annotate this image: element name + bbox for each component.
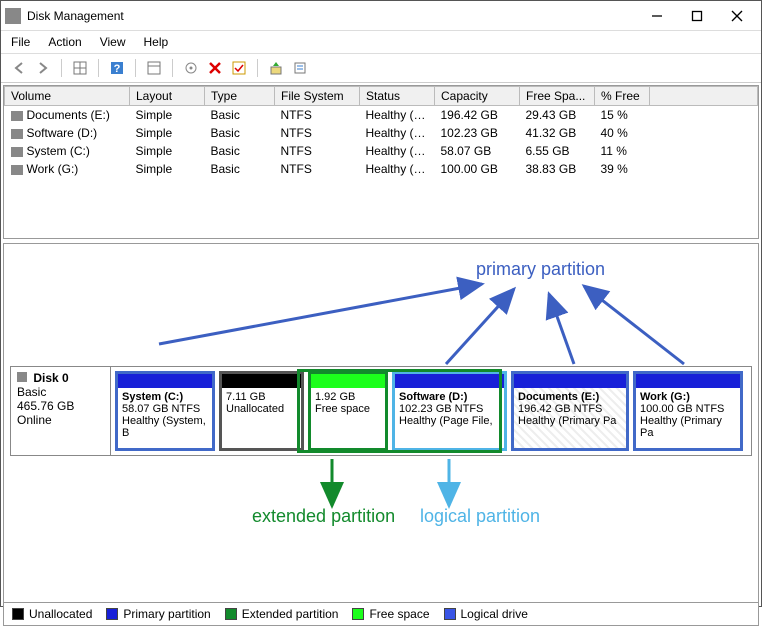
help-icon[interactable]: ? (107, 58, 127, 78)
partition[interactable]: 1.92 GBFree space (308, 371, 388, 451)
check-icon[interactable] (229, 58, 249, 78)
column-header[interactable]: Layout (130, 87, 205, 106)
column-header[interactable]: Status (360, 87, 435, 106)
app-icon (5, 8, 21, 24)
legend-swatch (444, 608, 456, 620)
maximize-button[interactable] (677, 2, 717, 30)
column-header[interactable]: File System (275, 87, 360, 106)
disk-type: Basic (17, 385, 46, 399)
menubar: File Action View Help (1, 31, 761, 54)
window-title: Disk Management (27, 9, 637, 23)
primary-partition-label: primary partition (476, 259, 605, 280)
svg-text:?: ? (114, 63, 121, 75)
disk-status: Online (17, 413, 52, 427)
menu-help[interactable]: Help (144, 35, 169, 49)
legend-label: Extended partition (242, 607, 339, 621)
back-button[interactable] (9, 58, 29, 78)
disk-graphic-area: primary partition extended partition log… (3, 243, 759, 626)
disk-size: 465.76 GB (17, 399, 74, 413)
content: VolumeLayoutTypeFile SystemStatusCapacit… (1, 83, 761, 628)
table-row[interactable]: System (C:)SimpleBasicNTFSHealthy (S...5… (5, 142, 758, 160)
close-button[interactable] (717, 2, 757, 30)
disk-row: Disk 0 Basic 465.76 GB Online System (C:… (10, 366, 752, 456)
toolbar: ? (1, 54, 761, 83)
delete-icon[interactable] (205, 58, 225, 78)
partition-stripe (118, 374, 212, 388)
partition[interactable]: Documents (E:)196.42 GB NTFSHealthy (Pri… (511, 371, 629, 451)
partition-stripe (222, 374, 301, 388)
volume-icon (11, 111, 23, 121)
partition-stripe (514, 374, 626, 388)
legend-swatch (352, 608, 364, 620)
grid-icon[interactable] (70, 58, 90, 78)
volume-icon (11, 147, 23, 157)
layout-icon[interactable] (144, 58, 164, 78)
partition[interactable]: Software (D:)102.23 GB NTFSHealthy (Page… (392, 371, 507, 451)
legend-swatch (106, 608, 118, 620)
legend-swatch (225, 608, 237, 620)
legend-item: Primary partition (106, 607, 210, 621)
partition-stripe (636, 374, 740, 388)
forward-button[interactable] (33, 58, 53, 78)
partition[interactable]: 7.11 GBUnallocated (219, 371, 304, 451)
partition[interactable]: Work (G:)100.00 GB NTFSHealthy (Primary … (633, 371, 743, 451)
volume-table: VolumeLayoutTypeFile SystemStatusCapacit… (3, 85, 759, 239)
legend-item: Free space (352, 607, 429, 621)
disk-name: Disk 0 (33, 371, 68, 385)
disk-info[interactable]: Disk 0 Basic 465.76 GB Online (11, 367, 111, 455)
menu-file[interactable]: File (11, 35, 30, 49)
settings-icon[interactable] (181, 58, 201, 78)
properties-icon[interactable] (290, 58, 310, 78)
legend-label: Logical drive (461, 607, 528, 621)
column-header[interactable]: Type (205, 87, 275, 106)
menu-view[interactable]: View (100, 35, 126, 49)
disk-icon (17, 372, 27, 382)
table-row[interactable]: Software (D:)SimpleBasicNTFSHealthy (P..… (5, 124, 758, 142)
partition-stripe (311, 374, 385, 388)
minimize-button[interactable] (637, 2, 677, 30)
column-header[interactable]: Volume (5, 87, 130, 106)
volume-icon (11, 165, 23, 175)
menu-action[interactable]: Action (48, 35, 81, 49)
column-header[interactable]: Capacity (435, 87, 520, 106)
legend-item: Unallocated (12, 607, 92, 621)
legend-item: Extended partition (225, 607, 339, 621)
column-header[interactable]: Free Spa... (520, 87, 595, 106)
partition[interactable]: System (C:)58.07 GB NTFSHealthy (System,… (115, 371, 215, 451)
table-row[interactable]: Work (G:)SimpleBasicNTFSHealthy (P...100… (5, 160, 758, 178)
legend-label: Primary partition (123, 607, 210, 621)
legend-label: Unallocated (29, 607, 92, 621)
titlebar: Disk Management (1, 1, 761, 31)
drive-up-icon[interactable] (266, 58, 286, 78)
table-row[interactable]: Documents (E:)SimpleBasicNTFSHealthy (P.… (5, 106, 758, 125)
logical-partition-label: logical partition (420, 506, 540, 527)
legend: Unallocated Primary partition Extended par… (4, 602, 758, 625)
legend-label: Free space (369, 607, 429, 621)
partition-stripe (395, 374, 504, 388)
volume-icon (11, 129, 23, 139)
column-header[interactable]: % Free (595, 87, 650, 106)
legend-swatch (12, 608, 24, 620)
extended-partition-label: extended partition (252, 506, 395, 527)
legend-item: Logical drive (444, 607, 528, 621)
